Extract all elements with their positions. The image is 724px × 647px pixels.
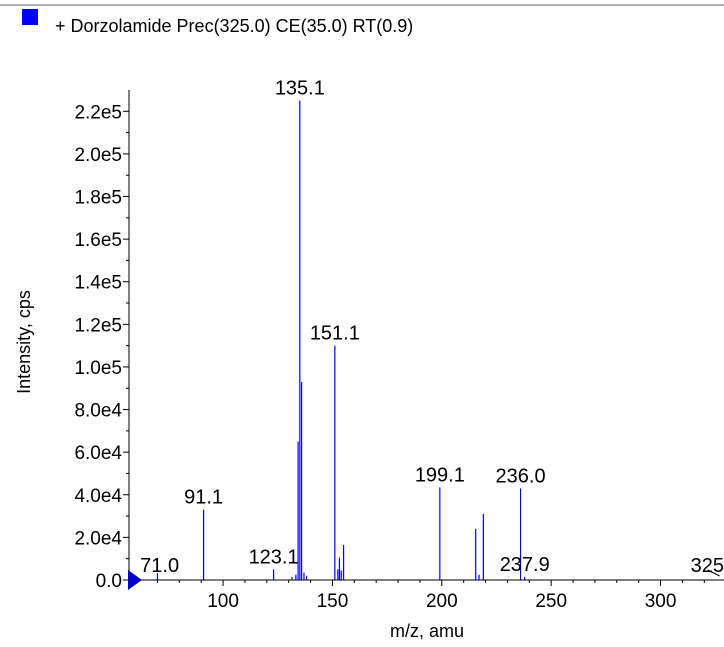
x-tick-label: 150 bbox=[317, 591, 349, 612]
y-tick-label: 8.0e4 bbox=[74, 401, 122, 422]
x-axis-ticks: 100 150 200 250 300 bbox=[135, 580, 705, 612]
peak-label: 199.1 bbox=[415, 464, 465, 486]
y-axis-title: Intensity, cps bbox=[14, 290, 34, 394]
y-tick-label: 1.8e5 bbox=[74, 188, 122, 209]
x-axis-title: m/z, amu bbox=[390, 621, 464, 641]
x-tick-label: 200 bbox=[426, 591, 458, 612]
y-tick-label: 1.6e5 bbox=[74, 230, 122, 251]
peak-label: 237.9 bbox=[500, 554, 550, 576]
y-tick-label: 1.4e5 bbox=[74, 273, 122, 294]
x-tick-label: 250 bbox=[535, 591, 567, 612]
y-tick-label: 2.2e5 bbox=[74, 102, 122, 123]
y-axis-ticks: 0.0 2.0e4 4.0e4 6.0e4 8.0e4 1.0e5 1.2e5 1.4e5 1.… bbox=[74, 102, 129, 592]
peak-labels: 71.0 91.1 123.1 135.1 151.1 199.1 236.0 237.9 32… bbox=[140, 78, 724, 577]
y-tick-label: 2.0e4 bbox=[74, 528, 122, 549]
peak-series bbox=[156, 100, 526, 580]
y-tick-label: 4.0e4 bbox=[74, 486, 122, 507]
x-tick-label: 100 bbox=[207, 591, 239, 612]
peak-label: 123.1 bbox=[249, 546, 299, 568]
chart-title: + Dorzolamide Prec(325.0) CE(35.0) RT(0.… bbox=[55, 16, 413, 36]
peak-label: 236.0 bbox=[496, 465, 546, 487]
peak-label: 151.1 bbox=[310, 323, 360, 345]
precursor-marker bbox=[128, 570, 142, 590]
y-tick-label: 0.0 bbox=[96, 571, 122, 592]
axes bbox=[128, 90, 724, 581]
peak-label: 91.1 bbox=[184, 487, 223, 509]
y-tick-label: 1.0e5 bbox=[74, 358, 122, 379]
y-tick-label: 1.2e5 bbox=[74, 315, 122, 336]
peak-label: 135.1 bbox=[275, 78, 325, 100]
y-tick-label: 2.0e5 bbox=[74, 145, 122, 166]
y-tick-label: 6.0e4 bbox=[74, 443, 122, 464]
legend-marker bbox=[22, 9, 38, 25]
x-tick-label: 300 bbox=[645, 591, 677, 612]
peak-label: 71.0 bbox=[140, 555, 179, 577]
peak-leader-line bbox=[707, 569, 720, 577]
peak-label: 325.2 bbox=[691, 555, 724, 577]
